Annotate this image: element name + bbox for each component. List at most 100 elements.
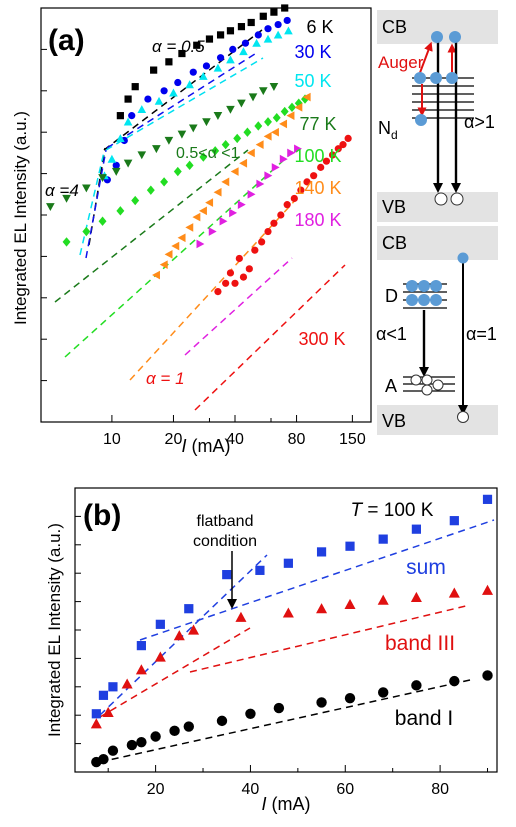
data-point — [91, 709, 101, 719]
data-point — [202, 118, 211, 127]
data-point — [159, 260, 168, 269]
data-point — [251, 246, 259, 254]
data-point — [270, 219, 278, 227]
data-point — [283, 16, 291, 25]
series-label: 30 K — [294, 42, 331, 62]
series-band-iii — [90, 584, 494, 729]
data-point — [328, 151, 337, 159]
annotation-alpha-one: α = 1 — [146, 369, 185, 388]
alpha-less-one-label: α<1 — [376, 324, 407, 344]
data-point — [146, 185, 155, 195]
series-77k — [46, 83, 279, 212]
data-point — [135, 664, 147, 675]
data-point — [449, 516, 459, 526]
fit-line-50k-steep — [79, 151, 105, 256]
data-point — [316, 697, 327, 708]
data-point — [189, 68, 197, 76]
hole-dot — [410, 374, 422, 386]
panel-b-ticks: 20 40 60 80 — [75, 515, 489, 798]
data-point — [239, 273, 248, 281]
data-point — [378, 534, 388, 544]
data-point — [124, 95, 132, 103]
x-tick-label: 20 — [165, 431, 183, 448]
panel-a-x-axis-symbol: I — [181, 436, 186, 456]
series-label: 6 K — [306, 17, 333, 37]
data-point — [237, 99, 246, 108]
data-point — [279, 154, 288, 164]
data-point — [410, 591, 422, 602]
data-point — [219, 216, 228, 226]
data-point — [192, 212, 201, 222]
data-point — [169, 88, 178, 97]
fit-line-30k-steep — [85, 149, 107, 259]
data-point — [188, 124, 198, 133]
cb-electron-dot — [457, 252, 469, 264]
electron-dot — [406, 294, 418, 306]
data-point — [272, 113, 281, 123]
data-point — [411, 680, 422, 691]
flatband-label-line1: flatband — [197, 513, 254, 530]
data-point — [62, 237, 71, 247]
data-point — [316, 547, 327, 557]
electron-dot — [415, 114, 427, 126]
fit-line-77k — [54, 149, 249, 303]
data-point — [226, 269, 235, 277]
data-point — [235, 611, 247, 622]
data-point — [274, 20, 282, 29]
series-label: sum — [406, 556, 446, 579]
data-point — [270, 8, 278, 16]
data-point — [287, 148, 296, 158]
panel-b-y-axis-label: Integrated EL Intensity (a.u.) — [45, 523, 64, 737]
data-point — [345, 541, 355, 551]
data-point — [208, 227, 217, 236]
data-point — [273, 702, 285, 714]
data-point — [344, 598, 356, 610]
series-label: band I — [395, 707, 453, 730]
data-point — [258, 87, 268, 96]
data-point — [377, 594, 389, 605]
data-point — [160, 177, 169, 187]
electron-dot — [430, 294, 442, 306]
data-point — [121, 678, 133, 689]
data-point — [136, 736, 147, 748]
data-point — [185, 223, 194, 232]
electron-dot — [446, 72, 458, 84]
data-point — [111, 167, 121, 176]
data-point — [108, 682, 118, 692]
cb-label-top: CB — [382, 17, 407, 37]
data-point — [231, 279, 239, 287]
hole-dot — [421, 374, 433, 386]
data-point — [290, 194, 298, 203]
cb-band-bottom — [377, 226, 498, 260]
data-point — [247, 18, 255, 27]
data-point — [226, 55, 235, 64]
data-point — [245, 265, 253, 273]
data-point — [280, 106, 289, 117]
data-point — [239, 47, 248, 56]
donor-electrons — [406, 280, 442, 306]
data-point — [154, 96, 164, 105]
data-point — [339, 141, 347, 149]
data-point — [235, 254, 243, 263]
data-point — [254, 31, 262, 39]
nd-label-main: N — [378, 118, 391, 138]
data-point — [196, 239, 205, 249]
series-50k — [100, 26, 293, 180]
panel-b-data-points — [90, 494, 494, 768]
data-point — [233, 133, 242, 144]
annotation-alpha-range: 0.5<α <1 — [176, 145, 240, 162]
data-point — [98, 174, 107, 183]
annotation-alpha-half: α = 0.5 — [152, 37, 205, 56]
panel-a-x-ticks: 10 20 40 80 150 — [41, 48, 366, 448]
data-point — [205, 35, 214, 43]
data-point — [169, 725, 180, 737]
data-point — [98, 754, 109, 765]
vb-hole-dot — [457, 411, 469, 423]
data-point — [221, 177, 230, 187]
series-140k — [152, 92, 311, 280]
data-point — [344, 134, 352, 143]
data-point — [173, 630, 185, 641]
data-point — [177, 233, 186, 243]
fit-line-band3-low — [99, 627, 251, 718]
data-point — [284, 26, 293, 35]
